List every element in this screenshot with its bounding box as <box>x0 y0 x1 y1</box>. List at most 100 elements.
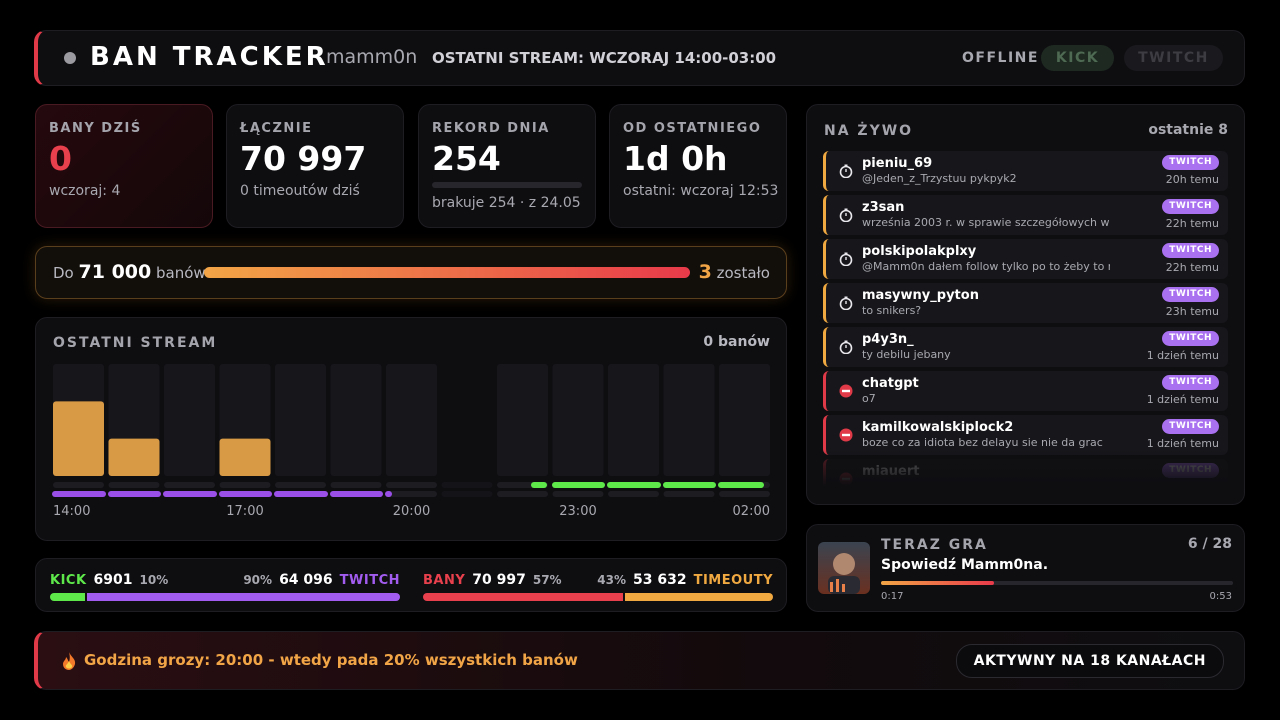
activity-lines <box>52 482 764 497</box>
timeout-icon <box>839 340 853 354</box>
header: BAN TRACKER mamm0n OSTATNI STREAM: WCZOR… <box>34 30 1245 86</box>
status-dot <box>64 52 76 64</box>
elapsed: 0:17 <box>881 591 904 602</box>
feed-list: pieniu_69 @Jeden_z_Trzystuu pykpyk2 TWITCH… <box>823 151 1228 486</box>
track <box>552 491 604 497</box>
stat-sub: 0 timeoutów dziś <box>240 183 360 199</box>
feed-message: @Mamm0n dałem follow tylko po to żeby to… <box>862 260 1110 273</box>
last-stream: OSTATNI STREAM: WCZORAJ 14:00-03:00 <box>432 49 777 67</box>
feed-message: to snikers? <box>862 304 922 317</box>
split-count: 64 096 <box>279 572 333 588</box>
split-pct: 90% <box>243 573 273 587</box>
split-count: 6901 <box>93 572 133 588</box>
feed-panel: NA ŻYWO ostatnie 8 pieniu_69 @Jeden_z_Trz… <box>806 104 1245 505</box>
now-playing-label: TERAZ GRA <box>881 537 988 553</box>
goal-remaining: 3 <box>698 261 712 283</box>
stat-label: OD OSTATNIEGO <box>623 121 762 136</box>
split-label: BANY <box>423 573 466 588</box>
chart-title: OSTATNI STREAM <box>53 335 218 351</box>
split-label: TWITCH <box>339 573 400 588</box>
feed-item: kamilkowalskiplock2 boze co za idiota bez… <box>823 415 1228 455</box>
stat-label: REKORD DNIA <box>432 121 550 136</box>
feed-time: 1 dzień temu <box>1146 437 1219 450</box>
now-playing: TERAZ GRA 6 / 28 Spowiedź Mamm0na. 0:17 … <box>806 524 1245 612</box>
x-tick-label: 23:00 <box>559 504 596 519</box>
feed-user: masywny_pyton <box>862 288 979 303</box>
column-bg <box>275 364 326 476</box>
goal-panel: Do 71 000 banów 3 zostało <box>35 246 787 299</box>
split-segment <box>87 593 400 601</box>
platform-badge: TWITCH <box>1162 243 1219 258</box>
stat-sub: brakuje 254 · z 24.05 <box>432 195 581 211</box>
feed-message: września 2003 r. w sprawie szczegółowych… <box>862 216 1110 229</box>
track <box>386 491 437 497</box>
feed-time: 22h temu <box>1165 261 1219 274</box>
feed-item: pieniu_69 @Jeden_z_Trzystuu pykpyk2 TWITCH… <box>823 151 1228 191</box>
now-playing-title: Spowiedź Mamm0na. <box>881 557 1049 573</box>
goal-target: 71 000 <box>78 261 152 283</box>
app-title: BAN TRACKER <box>90 42 329 72</box>
stat-card: ŁĄCZNIE 70 997 0 timeoutów dziś <box>226 104 404 228</box>
feed-title: NA ŻYWO <box>824 123 914 139</box>
feed-count: ostatnie 8 <box>1148 122 1228 138</box>
goal-remaining-suffix: zostało <box>716 264 770 282</box>
now-playing-position: 6 / 28 <box>1187 536 1232 552</box>
playback-progress <box>881 581 994 585</box>
feed-message: o7 <box>862 392 876 405</box>
ban-icon <box>839 428 853 442</box>
duration: 0:53 <box>1209 591 1232 602</box>
feed-item: polskipolakplxy @Mamm0n dałem follow tylk… <box>823 239 1228 279</box>
goal-text: Do 71 000 banów <box>53 261 206 283</box>
split-panel: KICK 6901 10% 90% 64 096 TWITCH BANY 70 997 57% 4… <box>35 558 787 612</box>
stat-label: ŁĄCZNIE <box>240 121 313 136</box>
split-pct: 57% <box>532 573 562 587</box>
track <box>497 491 548 497</box>
chart-total: 0 banów <box>703 334 770 350</box>
feed-item: p4y3n_ ty debilu jebany TWITCH 1 dzień temu <box>823 327 1228 367</box>
platform-twitch[interactable]: TWITCH <box>1124 45 1223 71</box>
timeout-icon <box>839 252 853 266</box>
split-right: 90% 64 096 TWITCH <box>50 572 400 588</box>
feed-fade <box>823 450 1228 486</box>
split-count: 70 997 <box>472 572 526 588</box>
column-bg <box>608 364 659 476</box>
thumbnail <box>818 542 870 594</box>
track <box>164 482 215 488</box>
timeout-icon <box>839 208 853 222</box>
goal-remaining-text: 3 zostało <box>699 261 770 283</box>
feed-message: boze co za idiota bez delayu sie nie da … <box>862 436 1103 449</box>
split-left: BANY 70 997 57% <box>423 572 562 588</box>
track <box>719 491 770 497</box>
platform-badge: TWITCH <box>1162 287 1219 302</box>
platform-kick[interactable]: KICK <box>1041 45 1114 71</box>
column-bg <box>719 364 770 476</box>
goal-suffix: banów <box>156 264 206 282</box>
timeout-icon <box>839 164 853 178</box>
feed-message: ty debilu jebany <box>862 348 951 361</box>
stat-sub: wczoraj: 4 <box>49 183 121 199</box>
platform-badge: TWITCH <box>1162 419 1219 434</box>
x-tick-label: 02:00 <box>733 504 770 519</box>
platform-badge: TWITCH <box>1162 331 1219 346</box>
feed-item: z3san września 2003 r. w sprawie szczegół… <box>823 195 1228 235</box>
feed-time: 1 dzień temu <box>1146 349 1219 362</box>
split-label: KICK <box>50 573 87 588</box>
goal-prefix: Do <box>53 264 74 282</box>
ban-icon <box>839 384 853 398</box>
track <box>53 482 104 488</box>
track <box>275 482 326 488</box>
column-bg <box>552 364 604 476</box>
feed-message: @Jeden_z_Trzystuu pykpyk2 <box>862 172 1017 185</box>
track <box>663 491 715 497</box>
feed-user: pieniu_69 <box>862 156 933 171</box>
footer-text: Godzina grozy: 20:00 - wtedy pada 20% ws… <box>84 651 578 669</box>
track <box>108 482 160 488</box>
track <box>330 482 382 488</box>
split-left: KICK 6901 10% <box>50 572 168 588</box>
platform-badge: TWITCH <box>1162 375 1219 390</box>
split-label: TIMEOUTY <box>693 573 773 588</box>
stat-card: OD OSTATNIEGO 1d 0h ostatni: wczoraj 12:53 <box>609 104 787 228</box>
stat-value: 254 <box>432 139 501 178</box>
stat-card: REKORD DNIA 254 brakuje 254 · z 24.05 <box>418 104 596 228</box>
split-pct: 43% <box>597 573 626 587</box>
